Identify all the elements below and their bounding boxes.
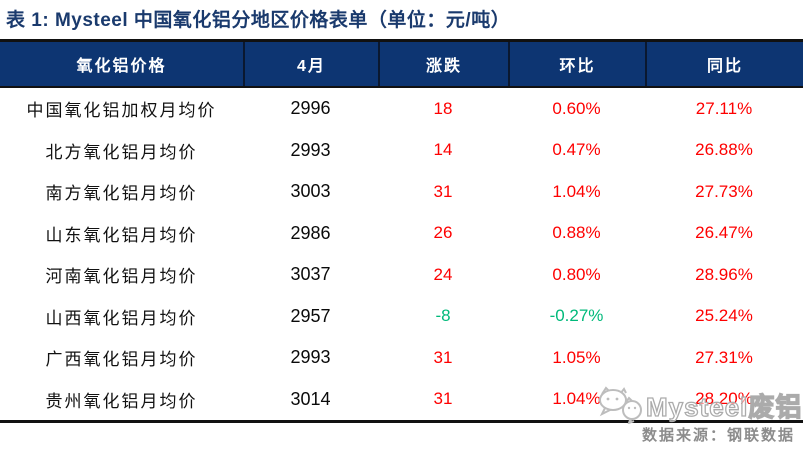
region-cell: 北方氧化铝月均价 — [45, 142, 198, 162]
price-cell: 2996 — [290, 98, 331, 119]
change-cell: 26 — [433, 223, 453, 243]
change-cell: 14 — [433, 140, 453, 160]
data-source-note: 数据来源：钢联数据 — [641, 428, 795, 444]
table-row: 北方氧化铝月均价 2993 14 0.47% 26.88% — [0, 129, 803, 171]
yoy-cell: 28.96% — [695, 264, 753, 284]
yoy-cell: 28.20% — [695, 389, 753, 409]
mom-cell: 1.05% — [552, 347, 601, 367]
change-cell: 31 — [433, 347, 453, 367]
alumina-price-table: 氧化铝价格 4月 涨跌 环比 同比 中国氧化铝加权月均价 2996 18 0.6… — [0, 39, 803, 423]
col-header-month: 4月 — [243, 42, 378, 86]
change-cell: 31 — [433, 389, 453, 409]
yoy-cell: 27.31% — [695, 347, 753, 367]
col-header-mom: 环比 — [508, 42, 645, 86]
region-cell: 贵州氧化铝月均价 — [45, 391, 198, 411]
price-cell: 3014 — [290, 388, 331, 409]
change-cell: -8 — [435, 306, 451, 326]
col-header-yoy: 同比 — [645, 42, 803, 86]
table-row: 山西氧化铝月均价 2957 -8 -0.27% 25.24% — [0, 295, 803, 337]
table-row: 贵州氧化铝月均价 3014 31 1.04% 28.20% — [0, 378, 803, 420]
table-row: 南方氧化铝月均价 3003 31 1.04% 27.73% — [0, 171, 803, 213]
yoy-cell: 25.24% — [695, 306, 753, 326]
mom-cell: 0.47% — [552, 140, 601, 160]
table-row: 河南氧化铝月均价 3037 24 0.80% 28.96% — [0, 254, 803, 296]
yoy-cell: 26.88% — [695, 140, 753, 160]
region-cell: 山东氧化铝月均价 — [45, 225, 198, 245]
price-cell: 2993 — [290, 139, 331, 160]
price-cell: 3037 — [290, 264, 331, 285]
price-cell: 3003 — [290, 181, 331, 202]
col-header-change: 涨跌 — [378, 42, 508, 86]
change-cell: 31 — [433, 181, 453, 201]
table-row: 中国氧化铝加权月均价 2996 18 0.60% 27.11% — [0, 88, 803, 130]
region-cell: 广西氧化铝月均价 — [45, 350, 198, 370]
mom-cell: 0.88% — [552, 223, 601, 243]
mom-cell: 1.04% — [552, 181, 601, 201]
change-cell: 18 — [433, 98, 453, 118]
price-cell: 2993 — [290, 347, 331, 368]
mom-cell: 0.80% — [552, 264, 601, 284]
yoy-cell: 27.11% — [695, 98, 753, 118]
region-cell: 南方氧化铝月均价 — [45, 184, 198, 204]
region-cell: 中国氧化铝加权月均价 — [26, 101, 217, 121]
yoy-cell: 26.47% — [695, 223, 753, 243]
table-title: 表 1: Mysteel 中国氧化铝分地区价格表单（单位：元/吨） — [6, 10, 511, 31]
table-header-row: 氧化铝价格 4月 涨跌 环比 同比 — [0, 42, 803, 88]
region-cell: 河南氧化铝月均价 — [45, 267, 198, 287]
yoy-cell: 27.73% — [695, 181, 753, 201]
region-cell: 山西氧化铝月均价 — [45, 308, 198, 328]
mom-cell: -0.27% — [549, 306, 604, 326]
table-row: 山东氧化铝月均价 2986 26 0.88% 26.47% — [0, 212, 803, 254]
change-cell: 24 — [433, 264, 453, 284]
price-cell: 2957 — [290, 305, 331, 326]
col-header-product: 氧化铝价格 — [76, 58, 167, 75]
price-cell: 2986 — [290, 222, 331, 243]
mom-cell: 0.60% — [552, 98, 601, 118]
table-row: 广西氧化铝月均价 2993 31 1.05% 27.31% — [0, 337, 803, 379]
mom-cell: 1.04% — [552, 389, 601, 409]
